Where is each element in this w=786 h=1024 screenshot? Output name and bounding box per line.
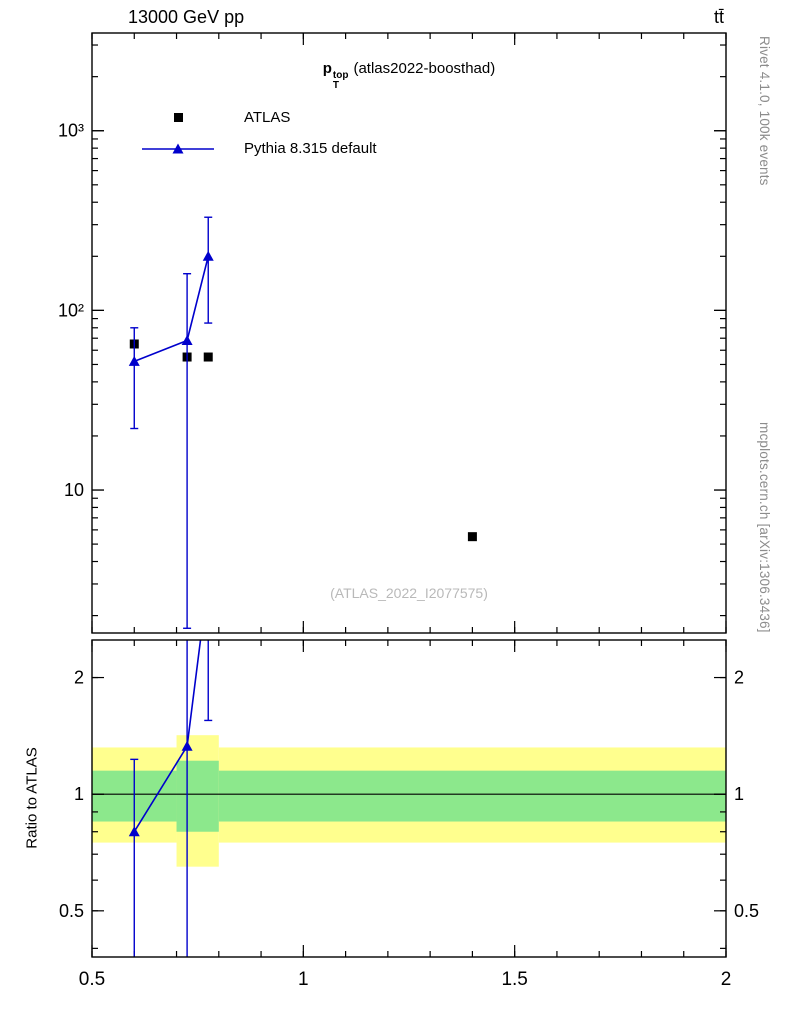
- svg-text:0.5: 0.5: [734, 901, 759, 921]
- rivet-version-note: Rivet 4.1.0, 100k events: [757, 36, 772, 186]
- svg-text:1: 1: [74, 784, 84, 804]
- svg-text:10: 10: [64, 480, 84, 500]
- beam-energy-label: 13000 GeV pp: [128, 7, 245, 27]
- pythia-marker-icon: [140, 142, 216, 156]
- svg-text:1: 1: [734, 784, 744, 804]
- plot-header: 13000 GeV pp tt̄: [92, 7, 726, 28]
- analysis-watermark: (ATLAS_2022_I2077575): [330, 585, 488, 601]
- legend-label-pythia: Pythia 8.315 default: [244, 140, 377, 157]
- svg-text:0.5: 0.5: [59, 901, 84, 921]
- legend-item-pythia: Pythia 8.315 default: [140, 133, 377, 164]
- svg-text:1.5: 1.5: [501, 969, 527, 990]
- ratio-axis-title: Ratio to ATLAS: [23, 747, 41, 849]
- svg-text:10²: 10²: [58, 300, 84, 320]
- svg-text:2: 2: [721, 969, 732, 990]
- observable-symbol: p top T: [322, 60, 349, 91]
- svg-text:10³: 10³: [58, 121, 84, 141]
- legend-item-atlas: ATLAS: [140, 102, 377, 133]
- legend-label-atlas: ATLAS: [244, 109, 291, 126]
- observable-title: p top T (atlas2022-boosthad): [92, 60, 726, 91]
- svg-text:0.5: 0.5: [79, 969, 105, 990]
- svg-text:1: 1: [298, 969, 309, 990]
- mcplots-reference-note: mcplots.cern.ch [arXiv:1306.3436]: [757, 422, 772, 633]
- analysis-option-label: (atlas2022-boosthad): [353, 60, 496, 77]
- svg-text:2: 2: [734, 668, 744, 688]
- process-label: tt̄: [713, 7, 724, 27]
- atlas-marker-icon: [140, 113, 216, 122]
- legend: ATLAS Pythia 8.315 default: [140, 102, 377, 164]
- svg-text:2: 2: [74, 668, 84, 688]
